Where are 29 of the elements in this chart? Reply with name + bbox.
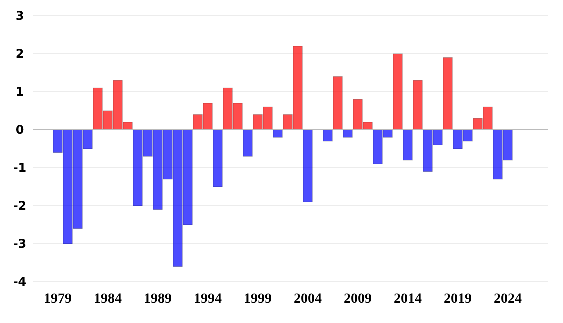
y-tick-label: -3 <box>13 237 27 252</box>
x-tick-label: 2019 <box>444 292 472 307</box>
y-tick-label: 0 <box>16 123 24 138</box>
y-tick-label: -4 <box>13 275 27 290</box>
bar <box>343 130 353 138</box>
x-tick-label: 1999 <box>244 292 272 307</box>
bar <box>303 130 313 202</box>
bar <box>393 54 403 130</box>
x-tick-label: 1994 <box>194 292 222 307</box>
x-tick-label: 2009 <box>344 292 372 307</box>
y-tick-label: 1 <box>16 85 24 100</box>
bar <box>333 76 343 130</box>
y-tick-label: 3 <box>16 9 24 24</box>
bar <box>243 130 253 157</box>
bar <box>413 80 423 130</box>
x-tick-label: 1984 <box>94 292 122 307</box>
bar <box>403 130 413 161</box>
y-tick-label: -2 <box>13 199 27 214</box>
bar <box>323 130 333 142</box>
y-tick-label: 2 <box>16 47 24 62</box>
x-tick-label: 1979 <box>44 292 72 307</box>
x-tick-label: 2014 <box>394 292 422 307</box>
bar <box>273 130 283 138</box>
x-tick-label: 1989 <box>144 292 172 307</box>
bar <box>443 58 453 130</box>
y-tick-label: -1 <box>13 161 27 176</box>
x-tick-label: 2024 <box>494 292 522 307</box>
bar <box>213 130 223 188</box>
x-tick-label: 2004 <box>294 292 322 307</box>
